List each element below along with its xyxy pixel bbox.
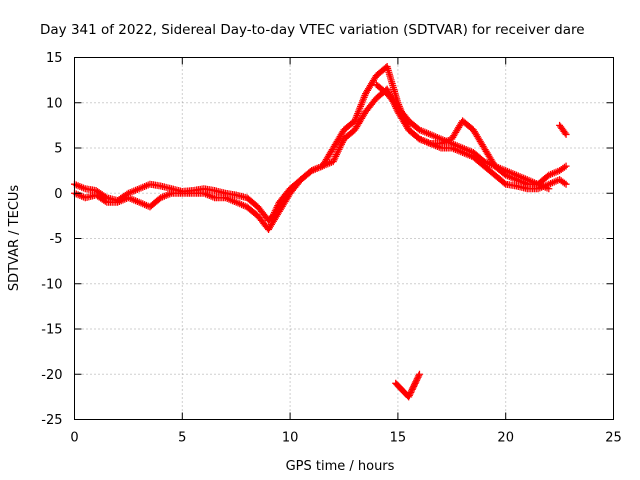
y-tick-label: 15	[46, 51, 63, 66]
series-sat-track-d	[556, 121, 570, 138]
data-points	[71, 63, 570, 401]
data-point	[545, 185, 553, 193]
data-point	[407, 388, 415, 396]
data-point	[409, 384, 417, 392]
x-ticks: 0 5 10 15 20 25	[70, 57, 622, 446]
y-axis-label: SDTVAR / TECUs	[7, 185, 22, 292]
y-tick-label: -20	[41, 368, 62, 383]
grid-lines	[74, 57, 614, 420]
data-point	[415, 372, 423, 380]
data-point	[408, 385, 416, 393]
data-point	[408, 387, 416, 395]
series-sat-track-c	[372, 81, 553, 193]
x-tick-label: 10	[282, 431, 299, 446]
data-point	[415, 370, 423, 378]
data-point	[500, 179, 508, 187]
data-point	[562, 162, 570, 170]
data-point	[413, 376, 421, 384]
x-tick-label: 20	[497, 431, 514, 446]
y-tick-label: 10	[46, 96, 63, 111]
data-point	[405, 391, 413, 399]
data-point	[406, 390, 414, 398]
data-point	[414, 373, 422, 381]
y-tick-label: -5	[50, 232, 63, 247]
data-point	[412, 378, 420, 386]
x-axis-label: GPS time / hours	[286, 459, 395, 474]
data-point	[410, 381, 418, 389]
y-tick-label: -25	[41, 413, 62, 428]
chart-title: Day 341 of 2022, Sidereal Day-to-day VTE…	[40, 22, 585, 38]
data-point	[560, 179, 568, 187]
data-point	[101, 197, 109, 205]
x-tick-label: 0	[70, 431, 78, 446]
x-tick-label: 25	[605, 431, 622, 446]
data-point	[562, 180, 570, 188]
data-point	[410, 382, 418, 390]
y-tick-label: 5	[54, 142, 62, 157]
y-tick-label: 0	[54, 187, 62, 202]
x-tick-label: 15	[390, 431, 407, 446]
series-sat-track-e	[392, 370, 423, 401]
data-point	[405, 393, 413, 401]
y-ticks: -25 -20 -15 -10 -5 0 5 10 15	[41, 51, 614, 428]
data-point	[411, 379, 419, 387]
data-point	[562, 130, 570, 138]
data-point	[560, 163, 568, 171]
y-tick-label: -15	[41, 323, 62, 338]
data-point	[413, 375, 421, 383]
x-tick-label: 5	[178, 431, 186, 446]
y-tick-label: -10	[41, 277, 62, 292]
data-point	[561, 129, 569, 137]
